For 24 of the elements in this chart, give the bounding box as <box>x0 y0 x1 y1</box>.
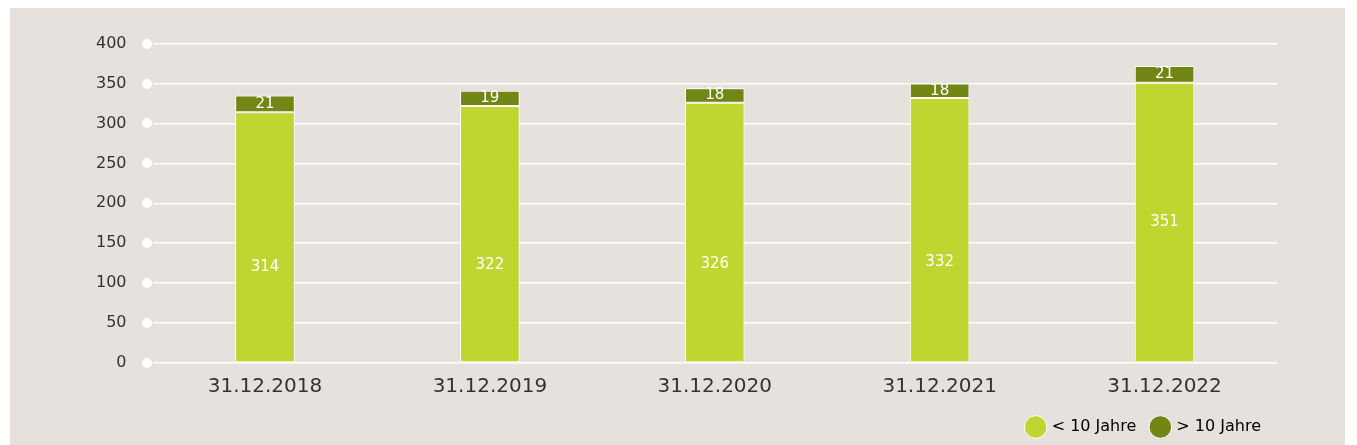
x-tick-label: 31.12.2020 <box>657 373 773 398</box>
y-tick-label: 400 <box>95 32 127 52</box>
data-label: 326 <box>700 253 730 272</box>
x-tick-label: 31.12.2019 <box>432 373 548 398</box>
data-label: 18 <box>705 85 725 104</box>
x-tick-label: 31.12.2022 <box>1107 373 1222 398</box>
y-tick-label: 50 <box>106 312 127 332</box>
y-tick-label: 150 <box>95 232 127 252</box>
x-tick-label: 31.12.2018 <box>207 373 323 398</box>
y-tick-label: 350 <box>95 72 127 92</box>
y-tick-label: 250 <box>95 152 127 172</box>
legend-label: < 10 Jahre <box>1051 416 1137 436</box>
data-label: 314 <box>250 257 280 276</box>
data-label: 21 <box>255 93 275 112</box>
y-tick-label: 100 <box>95 272 127 292</box>
y-tick-label: 300 <box>95 112 127 132</box>
data-label: 351 <box>1150 212 1179 231</box>
legend-label: > 10 Jahre <box>1176 416 1261 436</box>
y-tick-label: 200 <box>95 192 127 212</box>
y-tick-label: 0 <box>116 352 127 372</box>
data-label: 322 <box>475 254 505 273</box>
data-label: 332 <box>925 251 954 270</box>
x-tick-label: 31.12.2021 <box>882 373 997 398</box>
data-label: 19 <box>480 88 500 107</box>
